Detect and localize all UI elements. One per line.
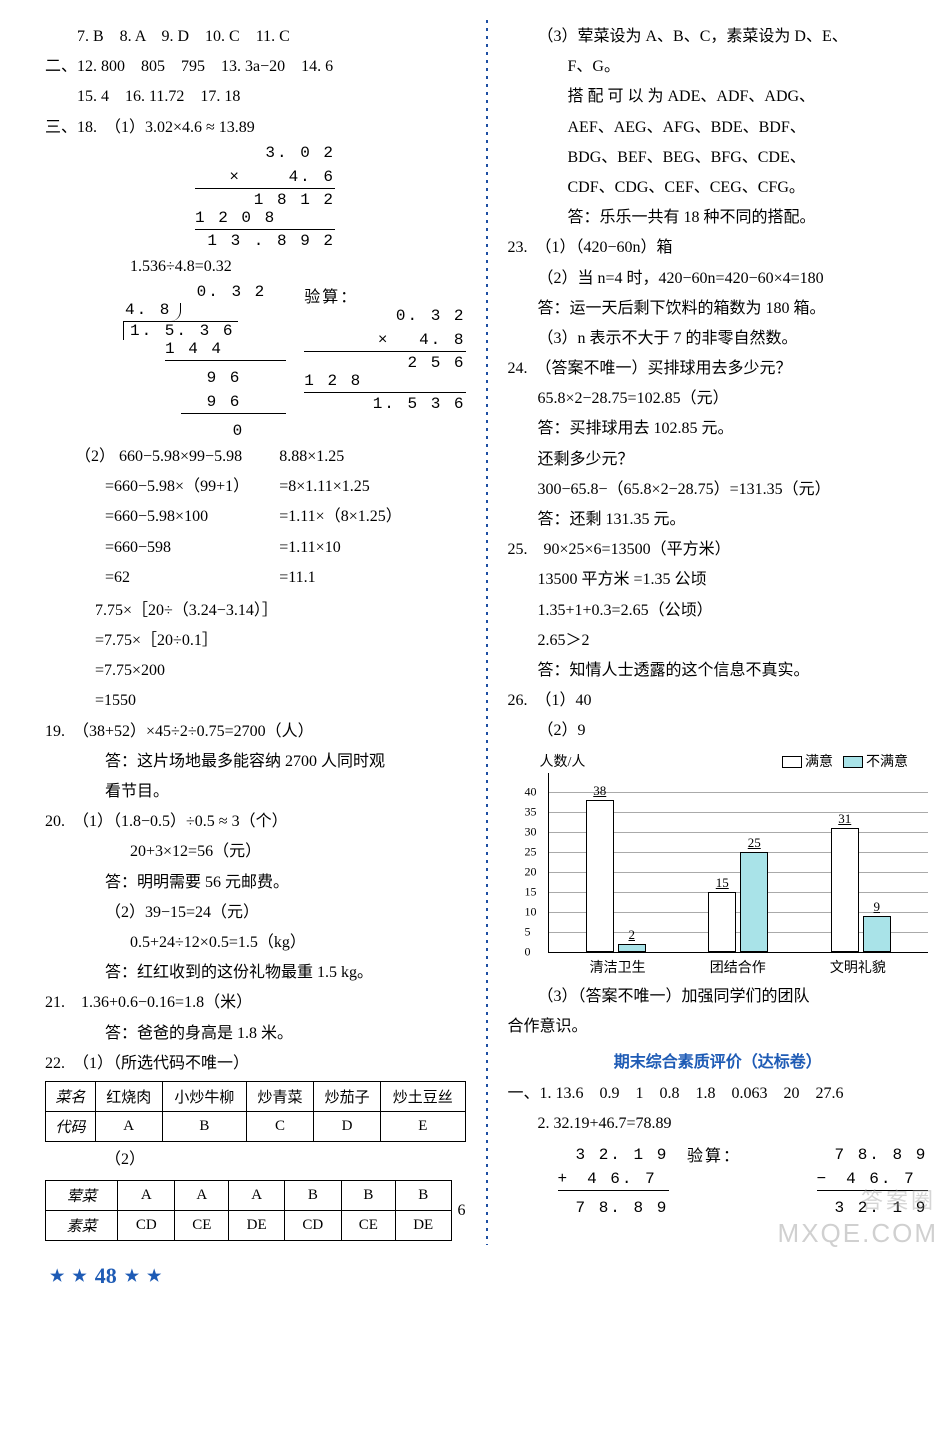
star-icon: ★ [147,1266,161,1286]
q18-2b: 7.75×［20÷（3.24−3.14）］ =7.75×［20÷0.1］ =7.… [95,597,466,715]
star-icon: ★ [50,1266,64,1286]
table-dishes: 菜名红烧肉小炒牛柳炒青菜炒茄子炒土豆丝 代码ABCDE [45,1081,466,1142]
exam-heading: 期末综合素质评价（达标卷） [508,1048,929,1072]
q24: 24. （答案不唯一）买排球用去多少元？ [508,355,929,382]
right-column: （3）荤菜设为 A、B、C，素菜设为 D、E、 F、G。 搭 配 可 以 为 A… [508,20,929,1245]
bar-chart: 人数/人 满意 不满意 05101520253035403821525319 清… [548,751,929,977]
q15-17: 15. 4 16. 11.72 17. 18 [45,83,466,110]
q22-2: （2） [45,1146,466,1173]
calc-verify-1: 验算： 0. 3 2 × 4. 8 2 5 6 1 2 8 1. 5 3 6 [304,283,465,413]
q26-1: 26. （1）40 [508,687,929,714]
chart-legend: 满意 不满意 [782,751,908,773]
watermark-url: MXQE.COM [778,1218,938,1249]
section-3-q18-1: 三、18. （1）3.02×4.6 ≈ 13.89 [45,114,466,141]
q22-1: 22. （1）（所选代码不唯一） [45,1050,466,1077]
calc-add-left: 3 2. 1 9 + 4 6. 7 7 8. 8 9 [558,1140,670,1217]
final-q2: 2. 32.19+46.7=78.89 [508,1110,929,1137]
q21: 21. 1.36+0.6−0.16=1.8（米） [45,989,466,1016]
count-6: 6 [458,1202,466,1220]
calc-longdiv: 0. 3 2 4. 81. 5. 3 6 1 4 4 9 6 9 6 0 [125,283,286,440]
section-2: 二、12. 800 805 795 13. 3a−20 14. 6 [45,53,466,80]
q18-2-left: （2） 660−5.98×99−5.98 =660−5.98×（99+1） =6… [75,440,261,594]
star-icon: ★ [72,1266,86,1286]
calc-mult-1: 3. 0 2 × 4. 6 1 8 1 2 1 2 0 8 1 3 . 8 9 … [195,144,335,250]
page-footer: ★ ★ 48 ★ ★ [0,1255,948,1309]
column-divider [486,20,488,1245]
table-combo: 荤菜AAABBB 素菜CDCEDECDCEDE [45,1180,452,1241]
watermark-logo: 答案圈 [861,1183,936,1215]
q7-11: 7. B 8. A 9. D 10. C 11. C [45,23,466,50]
div-intro: 1.536÷4.8=0.32 [45,253,466,280]
q25: 25. 90×25×6=13500（平方米） [508,536,929,563]
q23: 23. （1）（420−60n）箱 [508,234,929,261]
q18-2-right: 8.88×1.25 =8×1.11×1.25 =1.11×（8×1.25） =1… [279,440,465,594]
page-number: 48 [95,1263,117,1289]
left-column: 7. B 8. A 9. D 10. C 11. C 二、12. 800 805… [45,20,466,1245]
q19: 19. （38+52）×45÷2÷0.75=2700（人） [45,718,466,745]
star-icon: ★ [125,1266,139,1286]
final-sec1: 一、1. 13.6 0.9 1 0.8 1.8 0.063 20 27.6 [508,1080,929,1107]
q26-2: （2）9 [508,717,929,744]
q20: 20. （1）（1.8−0.5）÷0.5 ≈ 3（个） [45,808,466,835]
